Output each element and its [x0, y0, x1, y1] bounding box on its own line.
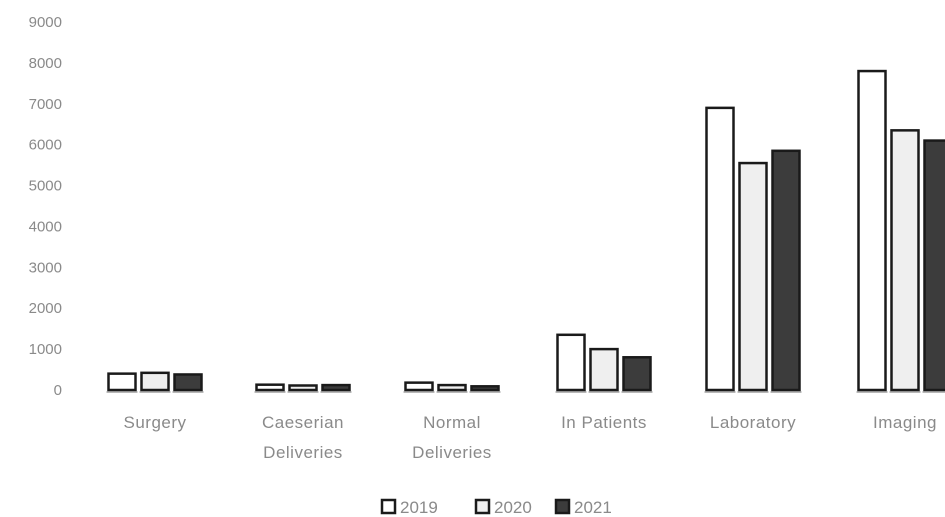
y-tick-label: 3000 — [29, 259, 62, 276]
legend-label: 2021 — [574, 498, 612, 517]
y-tick-label: 9000 — [29, 14, 62, 31]
bar-2019 — [705, 106, 735, 392]
legend-swatch-2020 — [474, 498, 491, 515]
y-tick-label: 4000 — [29, 218, 62, 235]
bar-2020 — [140, 371, 170, 392]
y-tick-label: 2000 — [29, 300, 62, 317]
y-tick-label: 6000 — [29, 137, 62, 154]
bar-2020 — [890, 129, 920, 392]
legend: 2019 2020 2021 — [380, 498, 612, 517]
legend-label: 2020 — [494, 498, 532, 517]
bar-2021 — [321, 383, 351, 392]
bar-2020 — [738, 161, 768, 392]
y-tick-label: 0 — [54, 382, 62, 399]
category-label: Deliveries — [412, 443, 492, 462]
y-tick-label: 8000 — [29, 55, 62, 72]
category-label: Surgery — [123, 413, 186, 432]
y-tick-label: 5000 — [29, 178, 62, 195]
category-label: In Patients — [561, 413, 647, 432]
legend-swatch-2021 — [554, 498, 571, 515]
y-axis: 9000 8000 7000 6000 5000 4000 3000 2000 1000 0 — [29, 14, 62, 399]
legend-swatch-2019 — [380, 498, 397, 515]
category-label: Laboratory — [710, 413, 796, 432]
y-tick-label: 1000 — [29, 341, 62, 358]
x-axis: Surgery Caeserian Deliveries Normal Deliveri… — [123, 413, 937, 462]
bar-2019 — [857, 69, 887, 392]
category-label: Deliveries — [263, 443, 343, 462]
y-tick-label: 7000 — [29, 96, 62, 113]
bar-2021 — [173, 373, 203, 392]
bar-2019 — [556, 333, 586, 392]
bar-2021 — [923, 139, 945, 392]
bar-2019 — [107, 372, 137, 392]
bar-2020 — [437, 383, 467, 392]
bar-2021 — [470, 385, 500, 392]
bar-2021 — [771, 149, 801, 392]
bar-2019 — [255, 383, 285, 392]
category-label: Caeserian — [262, 413, 344, 432]
bar-2019 — [404, 381, 434, 392]
legend-label: 2019 — [400, 498, 438, 517]
bar-2020 — [589, 347, 619, 392]
bar-2021 — [622, 356, 652, 392]
bars — [107, 69, 945, 392]
category-label: Normal — [423, 413, 481, 432]
bar-2020 — [288, 384, 318, 392]
category-label: Imaging — [873, 413, 937, 432]
